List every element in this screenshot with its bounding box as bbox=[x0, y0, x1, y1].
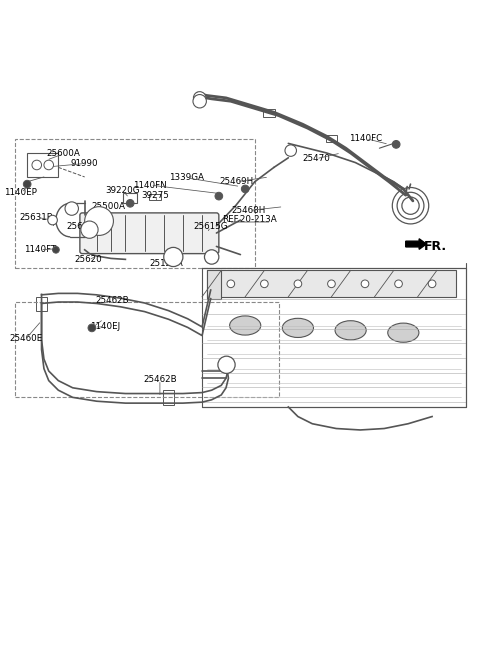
Text: 25462B: 25462B bbox=[96, 296, 129, 305]
Circle shape bbox=[392, 141, 400, 148]
Text: 25460E: 25460E bbox=[9, 335, 42, 344]
Text: 1140EJ: 1140EJ bbox=[90, 322, 120, 331]
Bar bbox=[123, 193, 137, 203]
Circle shape bbox=[218, 356, 235, 374]
Text: A: A bbox=[197, 93, 202, 102]
Text: 25600A: 25600A bbox=[46, 150, 80, 158]
Text: 39220G: 39220G bbox=[105, 186, 140, 195]
Circle shape bbox=[261, 280, 268, 288]
Bar bbox=[15, 301, 279, 397]
Text: 25468H: 25468H bbox=[232, 206, 266, 215]
Bar bbox=[27, 153, 58, 177]
Text: 1339GA: 1339GA bbox=[169, 173, 204, 182]
Bar bbox=[163, 390, 174, 404]
FancyArrow shape bbox=[406, 239, 426, 249]
FancyBboxPatch shape bbox=[80, 213, 219, 254]
Circle shape bbox=[126, 199, 134, 207]
Text: 25500A: 25500A bbox=[91, 202, 125, 211]
Circle shape bbox=[204, 250, 219, 264]
Bar bbox=[326, 135, 337, 143]
Circle shape bbox=[88, 324, 96, 332]
Circle shape bbox=[193, 94, 206, 108]
Circle shape bbox=[215, 192, 223, 200]
Circle shape bbox=[84, 206, 113, 236]
Ellipse shape bbox=[388, 323, 419, 342]
Bar bbox=[36, 297, 48, 311]
Text: A: A bbox=[69, 204, 75, 213]
Bar bbox=[149, 194, 161, 200]
Circle shape bbox=[65, 202, 78, 215]
Text: 1140FC: 1140FC bbox=[349, 134, 383, 143]
Bar bbox=[15, 139, 255, 268]
Text: 25615G: 25615G bbox=[193, 222, 228, 231]
Circle shape bbox=[361, 280, 369, 288]
Text: REF.20-213A: REF.20-213A bbox=[223, 215, 277, 224]
Text: 39275: 39275 bbox=[142, 191, 169, 200]
Circle shape bbox=[53, 247, 59, 253]
Circle shape bbox=[81, 221, 98, 238]
Text: 25631B: 25631B bbox=[20, 213, 54, 222]
Circle shape bbox=[44, 160, 54, 170]
Circle shape bbox=[395, 280, 402, 288]
Text: A: A bbox=[197, 97, 203, 105]
Circle shape bbox=[87, 209, 111, 233]
Circle shape bbox=[164, 247, 183, 266]
Text: 91990: 91990 bbox=[71, 159, 98, 168]
Circle shape bbox=[48, 215, 57, 225]
Text: 25128A: 25128A bbox=[149, 258, 183, 268]
Circle shape bbox=[241, 185, 249, 193]
Ellipse shape bbox=[229, 316, 261, 335]
Bar bbox=[264, 109, 275, 117]
Text: 25470: 25470 bbox=[302, 154, 330, 163]
Bar bbox=[207, 270, 221, 299]
Text: 25469H: 25469H bbox=[219, 177, 254, 186]
Circle shape bbox=[328, 280, 336, 288]
Bar bbox=[207, 270, 456, 297]
Circle shape bbox=[285, 145, 297, 156]
Ellipse shape bbox=[335, 321, 366, 340]
Text: 25620: 25620 bbox=[74, 255, 102, 264]
Circle shape bbox=[428, 280, 436, 288]
Circle shape bbox=[193, 92, 206, 104]
Text: 25633C: 25633C bbox=[66, 222, 100, 231]
Circle shape bbox=[227, 280, 235, 288]
Text: 25462B: 25462B bbox=[143, 375, 177, 384]
Ellipse shape bbox=[282, 318, 313, 337]
Circle shape bbox=[32, 160, 42, 170]
Circle shape bbox=[294, 280, 302, 288]
Text: FR.: FR. bbox=[423, 240, 446, 253]
Text: 1140EP: 1140EP bbox=[4, 188, 37, 197]
Text: 1140FT: 1140FT bbox=[24, 245, 56, 255]
Text: 1140FN: 1140FN bbox=[133, 180, 167, 189]
Circle shape bbox=[24, 180, 31, 188]
